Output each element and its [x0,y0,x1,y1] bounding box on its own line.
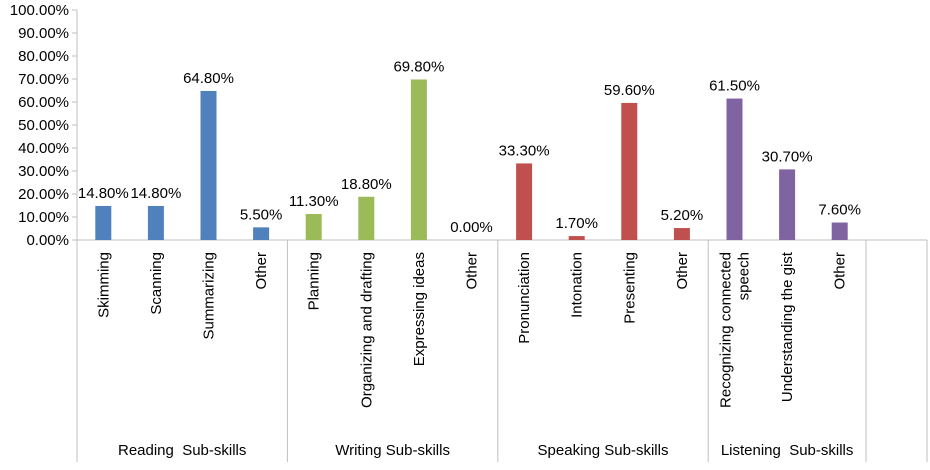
data-label: 14.80% [78,185,129,202]
data-label: 1.70% [555,215,598,232]
bar [673,228,690,240]
y-tick-label: 10.00% [18,209,69,226]
bar [305,214,322,240]
category-label: Understanding the gist [779,251,796,402]
data-label: 18.80% [341,176,392,193]
category-label: Skimming [95,252,112,318]
y-tick-label: 60.00% [18,94,69,111]
y-tick-label: 0.00% [26,232,69,249]
data-label: 33.30% [499,142,550,159]
y-tick-label: 70.00% [18,71,69,88]
data-label: 0.00% [450,219,493,236]
category-label: Summarizing [201,252,218,340]
category-label: Pronunciation [516,252,533,344]
bar [358,196,375,240]
data-label: 7.60% [818,202,861,219]
bar [621,102,638,240]
data-label: 14.80% [130,185,181,202]
bar [779,169,796,240]
bar [516,163,533,240]
y-tick-label: 50.00% [18,117,69,134]
y-tick-label: 40.00% [18,140,69,157]
group-label: Listening Sub-skills [721,442,854,459]
group-label: Reading Sub-skills [118,442,246,459]
y-tick-label: 90.00% [18,25,69,42]
category-label: Recognizing connected [718,252,735,408]
y-tick-label: 100.00% [10,2,69,19]
y-tick-label: 20.00% [18,186,69,203]
bar [831,222,848,240]
data-label: 61.50% [709,78,760,95]
category-label: Other [674,252,691,290]
bar [147,205,164,240]
category-label: Presenting [621,252,638,324]
bar [726,98,743,240]
data-label: 5.50% [240,206,283,223]
category-label: Organizing and drafting [358,252,375,408]
bar [253,227,270,240]
category-label: Planning [306,252,323,310]
category-label: Scanning [148,252,165,315]
category-label: Expressing ideas [411,252,428,366]
data-label: 30.70% [762,148,813,165]
bar [410,79,427,241]
data-label: 69.80% [393,58,444,75]
group-label: Speaking Sub-skills [538,442,669,459]
category-label: Other [464,252,481,290]
bar [95,205,112,240]
category-label: Intonation [569,252,586,318]
y-tick-label: 80.00% [18,48,69,65]
category-label: Other [832,252,849,290]
data-label: 59.60% [604,82,655,99]
data-label: 5.20% [661,207,704,224]
data-label: 64.80% [183,70,234,87]
bar [568,236,585,240]
y-tick-label: 30.00% [18,163,69,180]
category-label: Other [253,252,270,290]
category-label: speech [736,252,753,300]
bar [200,90,217,241]
data-label: 11.30% [289,193,339,210]
group-label: Writing Sub-skills [335,442,450,459]
